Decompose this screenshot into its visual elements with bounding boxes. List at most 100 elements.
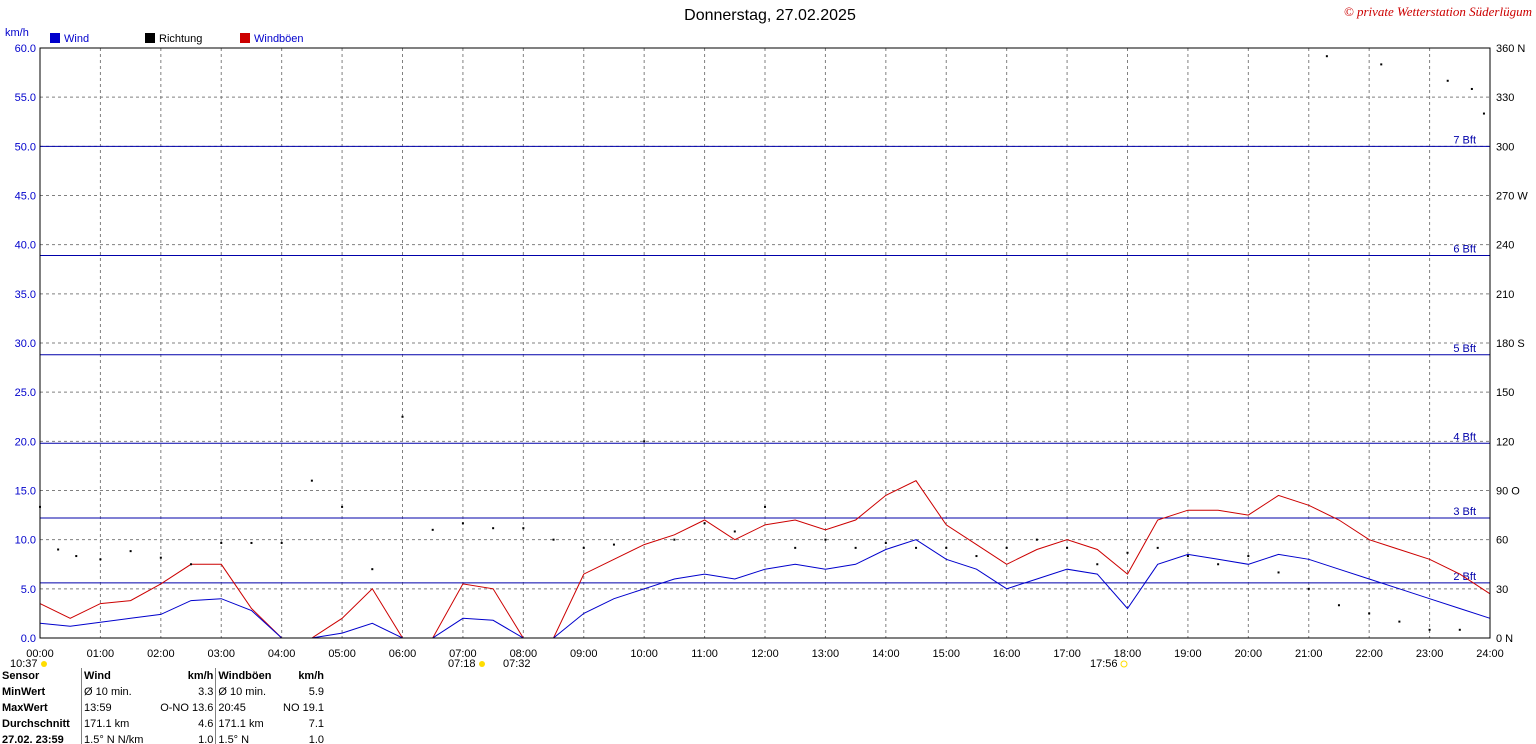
- direction-point: [884, 541, 887, 544]
- plot-frame: [39, 47, 1491, 639]
- y2-tick-label: 60: [1496, 535, 1508, 547]
- stats-row-label: MinWert: [2, 686, 46, 698]
- direction-point: [975, 555, 978, 558]
- stats-row: Durchschnitt 171.1 km 4.6 171.1 km 7.1: [0, 716, 326, 732]
- beaufort-label: 5 Bft: [1453, 343, 1476, 355]
- legend-gust-swatch: [240, 33, 250, 43]
- stats-gust-time: 1.5° N: [215, 732, 275, 744]
- y-tick-label: 5.0: [21, 584, 36, 596]
- beaufort-label: 3 Bft: [1453, 506, 1476, 518]
- x-tick-label: 13:00: [812, 648, 840, 660]
- chart-title: Donnerstag, 27.02.2025: [684, 7, 856, 24]
- direction-point: [129, 550, 132, 553]
- y2-tick-label: 0 N: [1496, 633, 1513, 645]
- legend-wind-swatch: [50, 33, 60, 43]
- stats-gust-value: NO 19.1: [283, 702, 324, 714]
- direction-point: [1337, 604, 1340, 607]
- y-axis-ticks: 0.0 5.0 10.0 15.0 20.0 25.0 30.0 35.0 40.0 45.0 50…: [15, 43, 36, 645]
- y-tick-label: 20.0: [15, 436, 36, 448]
- x-axis-ticks: 00:00 01:00 02:00 03:00 04:00 05:00 06:00 07:00…: [26, 648, 1504, 660]
- stats-gust-value: 5.9: [308, 686, 324, 698]
- y2-tick-label: 120: [1496, 436, 1514, 448]
- wind-chart: Donnerstag, 27.02.2025 © private Wetters…: [5, 4, 1532, 668]
- direction-point: [310, 479, 313, 482]
- sunset-icon: [1120, 660, 1128, 668]
- direction-point: [1446, 79, 1449, 82]
- stats-row: 27.02. 23:59 1.5° N N/km 1.0 1.5° N 1.0: [0, 732, 326, 744]
- x-tick-label: 10:00: [630, 648, 658, 660]
- direction-point: [1398, 620, 1401, 623]
- y2-tick-label: 150: [1496, 387, 1514, 399]
- y-tick-label: 50.0: [15, 141, 36, 153]
- stats-header-gust-unit: km/h: [298, 670, 324, 682]
- direction-points: [39, 55, 1485, 631]
- beaufort-label: 4 Bft: [1453, 431, 1476, 443]
- y2-axis-ticks: 0 N 30 60 90 O 120 150 180 S 210 240 270 W 300 330 3…: [1496, 43, 1528, 645]
- direction-point: [1277, 571, 1280, 574]
- stats-wind-value: 1.0: [198, 734, 214, 744]
- stats-gust-time: 20:45: [215, 700, 275, 716]
- direction-point: [552, 538, 555, 541]
- y-tick-label: 30.0: [15, 338, 36, 350]
- y-tick-label: 0.0: [21, 633, 36, 645]
- stats-gust-time: Ø 10 min.: [215, 684, 275, 700]
- stats-panel: Sensor Wind km/h Windböen km/h MinWert Ø…: [0, 668, 326, 744]
- stats-gust-value: 1.0: [308, 734, 324, 744]
- direction-point: [1482, 112, 1485, 115]
- direction-point: [371, 568, 374, 571]
- x-tick-label: 11:00: [691, 648, 718, 660]
- x-tick-label: 16:00: [993, 648, 1021, 660]
- x-tick-label: 20:00: [1235, 648, 1263, 660]
- direction-point: [1096, 563, 1099, 566]
- legend-direction-label: Richtung: [159, 33, 202, 45]
- y-tick-label: 45.0: [15, 191, 36, 203]
- direction-point: [1380, 63, 1383, 66]
- direction-point: [341, 505, 344, 508]
- direction-point: [1368, 612, 1371, 615]
- x-tick-label: 02:00: [147, 648, 175, 660]
- direction-point: [1458, 628, 1461, 631]
- y-tick-label: 25.0: [15, 387, 36, 399]
- legend-direction-swatch: [145, 33, 155, 43]
- direction-point: [1307, 587, 1310, 590]
- stats-gust-value: 7.1: [308, 718, 324, 730]
- direction-point: [57, 548, 60, 551]
- direction-point: [159, 556, 162, 559]
- x-tick-label: 01:00: [87, 648, 115, 660]
- x-tick-label: 09:00: [570, 648, 598, 660]
- stats-wind-time: 1.5° N N/km: [81, 732, 146, 744]
- x-tick-label: 08:00: [510, 648, 538, 660]
- stats-wind-time: Ø 10 min.: [81, 684, 146, 700]
- stats-wind-value: O-NO 13.6: [160, 702, 214, 714]
- stats-row: MinWert Ø 10 min. 3.3 Ø 10 min. 5.9: [0, 684, 326, 700]
- beaufort-label: 7 Bft: [1453, 134, 1476, 146]
- x-tick-label: 07:00: [449, 648, 477, 660]
- direction-point: [522, 527, 525, 530]
- y2-tick-label: 90 O: [1496, 486, 1520, 498]
- direction-point: [1156, 546, 1159, 549]
- direction-point: [1247, 555, 1250, 558]
- direction-point: [703, 522, 706, 525]
- direction-point: [401, 415, 404, 418]
- direction-point: [945, 546, 948, 549]
- direction-point: [1428, 628, 1431, 631]
- y-tick-label: 60.0: [15, 43, 36, 55]
- direction-point: [824, 538, 827, 541]
- x-tick-label: 06:00: [389, 648, 417, 660]
- direction-point: [612, 543, 615, 546]
- stats-wind-time: 13:59: [81, 700, 146, 716]
- y2-tick-label: 210: [1496, 289, 1514, 301]
- direction-point: [1217, 563, 1220, 566]
- x-tick-label: 23:00: [1416, 648, 1444, 660]
- stats-row-label: 27.02. 23:59: [2, 734, 64, 744]
- event-left-time: 10:37: [10, 658, 38, 668]
- direction-point: [673, 538, 676, 541]
- y-axis-unit: km/h: [5, 27, 29, 39]
- x-tick-label: 17:00: [1053, 648, 1081, 660]
- direction-point: [75, 555, 78, 558]
- x-tick-label: 21:00: [1295, 648, 1323, 660]
- x-tick-label: 15:00: [932, 648, 960, 660]
- x-tick-label: 19:00: [1174, 648, 1202, 660]
- stats-row-label: Durchschnitt: [2, 718, 70, 730]
